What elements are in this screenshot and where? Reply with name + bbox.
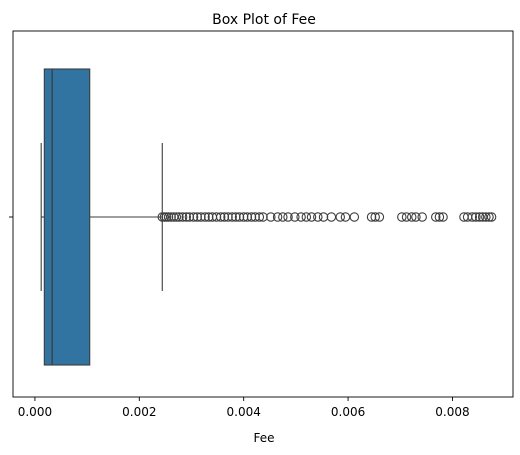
x-tick-label: 0.000 — [18, 405, 52, 419]
outlier-point — [258, 212, 268, 222]
outlier-point — [301, 212, 312, 222]
outlier-point — [227, 212, 237, 222]
outlier-point — [306, 212, 317, 222]
outlier-point — [166, 212, 176, 222]
outlier-point — [250, 212, 260, 222]
outlier-point — [278, 212, 288, 222]
outlier-point — [486, 212, 497, 222]
outlier-point — [163, 212, 174, 222]
outlier-point — [431, 212, 441, 222]
outlier-point — [192, 212, 202, 222]
outlier-point — [215, 212, 226, 222]
outlier-point — [234, 212, 245, 222]
outlier-point — [349, 212, 360, 222]
outlier-point — [254, 212, 265, 222]
outlier-point — [471, 212, 481, 222]
outlier-point — [266, 212, 276, 222]
outlier-point — [326, 212, 337, 222]
outlier-point — [434, 212, 445, 222]
outlier-point — [406, 212, 417, 222]
outlier-point — [374, 212, 385, 222]
outlier-point — [370, 212, 380, 222]
outlier-point — [211, 212, 222, 222]
outlier-point — [196, 212, 206, 222]
outlier-point — [184, 212, 195, 222]
outlier-point — [242, 212, 253, 222]
outlier-point — [411, 212, 421, 222]
outlier-point — [481, 212, 491, 222]
outlier-point — [272, 212, 283, 222]
outlier-point — [318, 212, 329, 222]
x-tick-label: 0.008 — [435, 405, 469, 419]
chart-title: Box Plot of Fee — [212, 12, 316, 28]
outlier-point — [401, 212, 412, 222]
outlier-point — [219, 212, 230, 222]
outlier-point — [397, 212, 407, 222]
x-axis-label: Fee — [253, 431, 274, 445]
outlier-point — [171, 212, 182, 222]
outlier-point — [340, 212, 351, 222]
outlier-point — [296, 212, 306, 222]
outlier-point — [188, 212, 199, 222]
outlier-point — [223, 212, 233, 222]
x-axis: 0.000 0.002 0.004 0.006 0.008 — [18, 397, 470, 419]
outlier-point — [283, 212, 293, 222]
x-tick-label: 0.006 — [331, 405, 365, 419]
outlier-point — [438, 212, 448, 222]
outlier-point — [177, 212, 188, 222]
outlier-point — [290, 212, 300, 222]
outlier-point — [203, 212, 214, 222]
x-tick-label: 0.004 — [227, 405, 261, 419]
outlier-point — [181, 212, 192, 222]
x-tick-label: 0.002 — [122, 405, 156, 419]
outlier-point — [238, 212, 249, 222]
outlier-point — [366, 212, 377, 222]
iqr-box — [43, 68, 91, 366]
plot-frame — [12, 30, 514, 398]
outlier-point — [467, 212, 478, 222]
outlier-point — [474, 212, 485, 222]
outlier-point — [246, 212, 257, 222]
outlier-point — [313, 212, 323, 222]
outlier-point — [231, 212, 241, 222]
outlier-point — [335, 212, 345, 222]
outlier-point — [200, 212, 210, 222]
plot-area — [40, 68, 497, 366]
outlier-point — [484, 212, 494, 222]
outlier-point — [417, 212, 427, 222]
outlier-point — [174, 212, 184, 222]
